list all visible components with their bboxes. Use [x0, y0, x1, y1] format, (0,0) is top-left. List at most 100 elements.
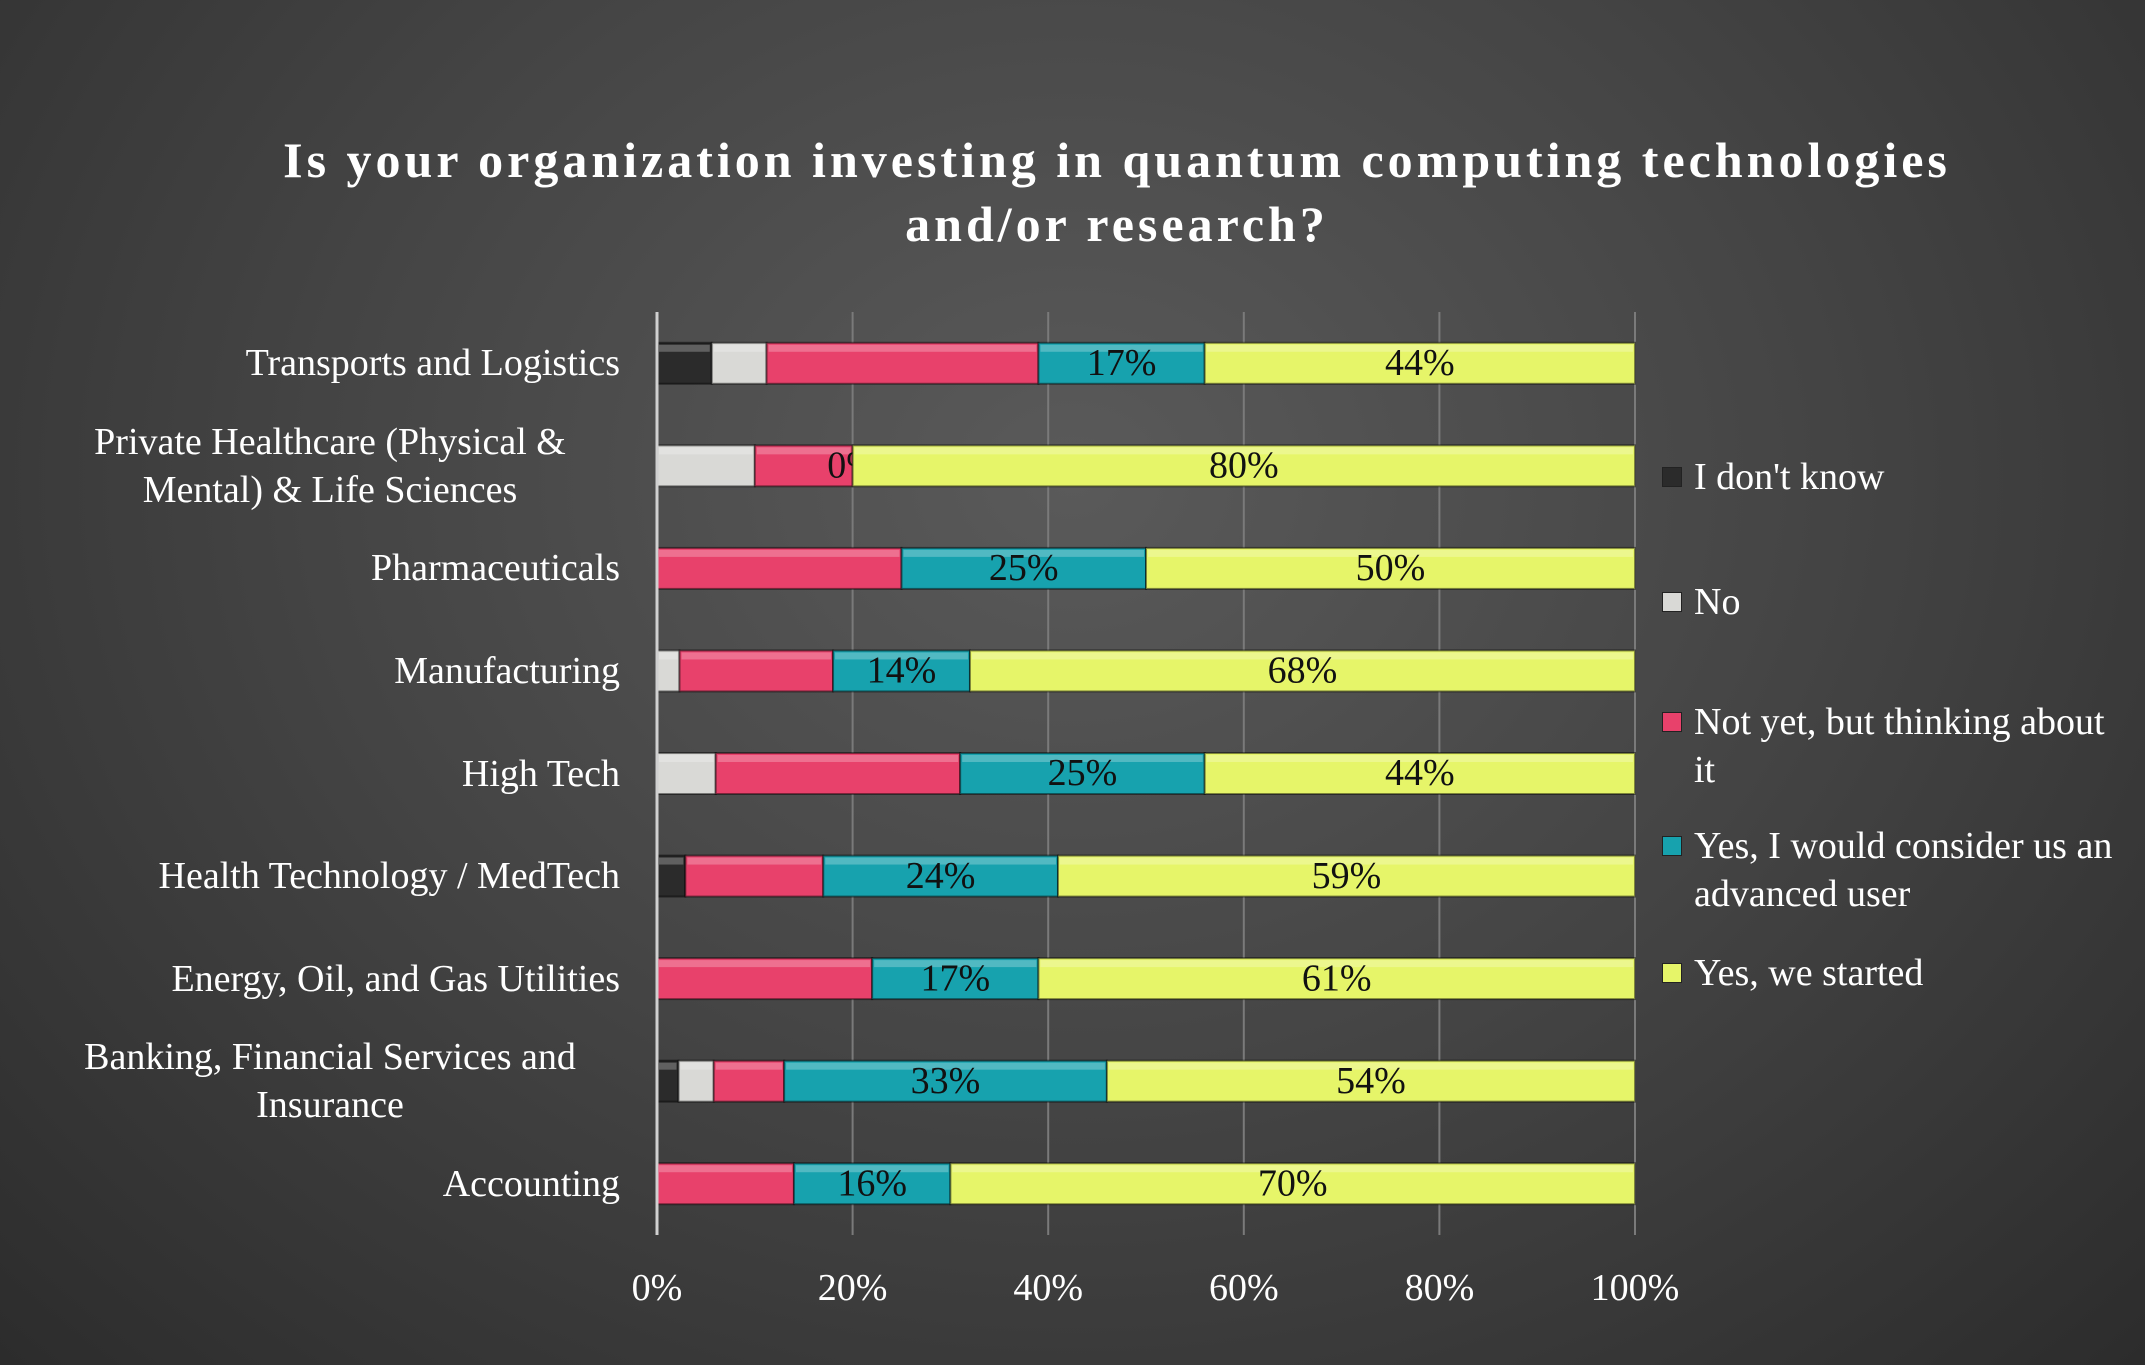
bar-segment — [968, 649, 1636, 693]
bar-segment — [678, 649, 835, 693]
legend-item: I don't know — [1662, 453, 2132, 501]
bar-highlight — [659, 755, 714, 762]
bar-segment — [1203, 752, 1637, 795]
category-text: Banking, Financial Services and Insuranc… — [84, 1036, 576, 1127]
bar-segment — [1105, 1059, 1636, 1103]
category-text: Pharmaceuticals — [370, 547, 620, 590]
bar-highlight — [717, 755, 959, 762]
bar-highlight — [786, 1062, 1105, 1070]
legend-marker — [1662, 467, 1682, 487]
bar-highlight — [1108, 1062, 1633, 1070]
legend-item: Not yet, but thinking about it — [1662, 698, 2132, 794]
data-label: 14% — [867, 650, 937, 692]
bar-segment — [656, 854, 687, 898]
bar-highlight — [659, 1062, 677, 1070]
legend-label: No — [1694, 581, 1741, 623]
bar-highlight — [1040, 344, 1203, 352]
x-tick-label: 60% — [1209, 1267, 1279, 1309]
bar-segment — [710, 341, 768, 385]
bar-highlight — [952, 1165, 1633, 1173]
bar-segment — [656, 444, 756, 488]
legend-marker — [1662, 836, 1682, 856]
bar-segment — [792, 1162, 952, 1206]
bar-highlight — [659, 549, 900, 557]
bar-highlight — [768, 344, 1037, 352]
data-label: 17% — [1087, 342, 1157, 384]
bar-highlight — [659, 960, 871, 968]
bar-segment — [959, 752, 1206, 795]
category-text: Manufacturing — [394, 649, 620, 692]
legend-marker — [1662, 963, 1682, 983]
bar-highlight — [756, 447, 851, 455]
data-label: 33% — [911, 1060, 981, 1102]
x-tick-label: 0% — [632, 1267, 683, 1309]
bar-segment — [949, 1162, 1636, 1206]
data-label: 44% — [1385, 752, 1455, 794]
bar-highlight — [1040, 960, 1633, 968]
bar-segment — [871, 957, 1040, 1001]
legend-item: Yes, we started — [1662, 949, 2132, 997]
bar-segment — [783, 1059, 1108, 1103]
data-label: 80% — [1209, 445, 1279, 487]
bar-segment — [684, 854, 825, 898]
legend-label: Yes, I would consider us an advanced use… — [1694, 825, 2113, 915]
x-tick-label: 20% — [818, 1267, 888, 1309]
legend-marker — [1662, 592, 1682, 612]
legend-item: No — [1662, 578, 2132, 626]
bar-segment — [1145, 546, 1636, 590]
bar-highlight — [681, 652, 832, 660]
bar-highlight — [659, 652, 678, 660]
bar-highlight — [1206, 344, 1633, 352]
y-tick-label: High Tech — [40, 714, 620, 834]
category-text: Transports and Logistics — [245, 342, 620, 385]
category-text: Health Technology / MedTech — [158, 855, 620, 898]
data-label: 61% — [1302, 957, 1372, 999]
bar-highlight — [971, 652, 1633, 660]
data-label: 24% — [906, 855, 976, 897]
bar-highlight — [1148, 549, 1633, 557]
x-tick-label: 100% — [1591, 1267, 1680, 1309]
x-tick-label: 40% — [1013, 1267, 1083, 1309]
bar-highlight — [1206, 755, 1633, 762]
bar-highlight — [903, 549, 1144, 557]
y-tick-label: Banking, Financial Services and Insuranc… — [40, 1021, 620, 1141]
data-label: 50% — [1356, 547, 1426, 589]
legend-marker — [1662, 712, 1682, 732]
bar-segment — [753, 444, 854, 488]
category-text: Private Healthcare (Physical & Mental) &… — [94, 420, 566, 511]
bar-highlight — [659, 447, 753, 455]
bar-highlight — [874, 960, 1037, 968]
chart-title: Is your organization investing in quantu… — [283, 132, 1951, 252]
y-tick-label: Energy, Oil, and Gas Utilities — [40, 919, 620, 1039]
bar-segment — [1037, 957, 1637, 1001]
y-tick-label: Health Technology / MedTech — [40, 816, 620, 936]
y-tick-label: Manufacturing — [40, 611, 620, 731]
y-tick-label: Pharmaceuticals — [40, 508, 620, 628]
bar-highlight — [835, 652, 968, 660]
bar-segment — [714, 752, 962, 795]
bar-segment — [656, 752, 717, 795]
bar-highlight — [854, 447, 1633, 455]
x-tick-label: 80% — [1405, 1267, 1475, 1309]
y-tick-label: Private Healthcare (Physical & Mental) &… — [40, 406, 620, 526]
category-text: Accounting — [442, 1162, 620, 1205]
data-label: 68% — [1268, 650, 1338, 692]
bar-segment — [822, 854, 1059, 898]
data-label: 44% — [1385, 342, 1455, 384]
bar-highlight — [659, 1165, 792, 1173]
bar-highlight — [659, 344, 710, 352]
category-text: Energy, Oil, and Gas Utilities — [171, 957, 620, 1000]
bar-highlight — [659, 857, 684, 865]
bar-highlight — [680, 1062, 712, 1070]
bar-segment — [656, 546, 903, 590]
y-tick-label: Transports and Logistics — [40, 303, 620, 423]
bar-segment — [1056, 854, 1636, 898]
data-label: 59% — [1312, 855, 1382, 897]
legend-label: I don't know — [1694, 456, 1885, 498]
data-label: 25% — [989, 547, 1059, 589]
bar-highlight — [715, 1062, 783, 1070]
category-text: High Tech — [461, 752, 620, 795]
legend-label: Yes, we started — [1694, 952, 1924, 994]
